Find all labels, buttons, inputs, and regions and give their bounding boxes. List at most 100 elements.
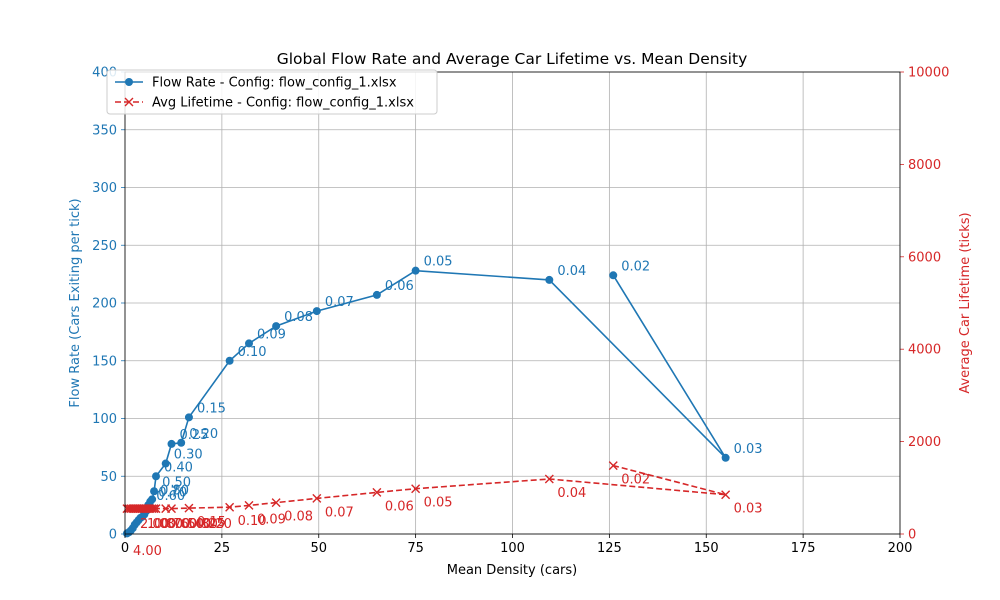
flow-rate-data-label: 0.02 bbox=[621, 259, 650, 274]
y-left-tick-label: 100 bbox=[92, 412, 117, 427]
y-right-tick-label: 8000 bbox=[908, 158, 941, 173]
y-right-tick-label: 0 bbox=[908, 528, 916, 543]
legend-flow-label: Flow Rate - Config: flow_config_1.xlsx bbox=[152, 76, 397, 91]
flow-rate-point bbox=[245, 339, 253, 348]
y-axis-right-title: Average Car Lifetime (ticks) bbox=[958, 212, 973, 393]
legend: Flow Rate - Config: flow_config_1.xlsx Av… bbox=[106, 69, 438, 115]
flow-rate-data-label: 0.07 bbox=[325, 295, 354, 310]
avg-lifetime-data-label: 0.03 bbox=[734, 502, 763, 517]
y-axis-left-title: Flow Rate (Cars Exiting per tick) bbox=[68, 198, 83, 407]
x-tick-label: 75 bbox=[407, 541, 424, 556]
avg-lifetime-data-label: 0.08 bbox=[284, 510, 313, 525]
avg-lifetime-data-label: 0.06 bbox=[385, 499, 414, 514]
avg-lifetime-cluster-label: 2.00 bbox=[140, 517, 169, 532]
x-tick-label: 125 bbox=[597, 541, 622, 556]
flow-rate-data-label: 0.06 bbox=[385, 279, 414, 294]
avg-lifetime-data-label: 0.02 bbox=[621, 473, 650, 488]
flow-rate-point bbox=[609, 271, 618, 280]
flow-rate-point bbox=[721, 453, 730, 462]
avg-lifetime-cluster-label: 0.80 bbox=[154, 517, 183, 532]
flow-rate-data-label: 0.04 bbox=[557, 264, 586, 279]
flow-rate-data-label: 0.30 bbox=[174, 448, 203, 463]
avg-lifetime-cluster-label: 0.60 bbox=[168, 517, 197, 532]
x-tick-label: 25 bbox=[214, 541, 231, 556]
flow-rate-data-label: 0.40 bbox=[164, 460, 193, 475]
avg-lifetime-point bbox=[167, 504, 176, 514]
flow-rate-point bbox=[312, 307, 321, 316]
avg-lifetime-point bbox=[721, 490, 731, 500]
avg-lifetime-cluster-label: 1.00 bbox=[147, 517, 176, 532]
flow-rate-point bbox=[272, 322, 281, 331]
avg-lifetime-point bbox=[225, 502, 235, 512]
avg-lifetime-data-label: 0.07 bbox=[325, 505, 354, 520]
flow-rate-point bbox=[161, 459, 170, 468]
flow-rate-data-label: 0.70 bbox=[158, 486, 187, 501]
flow-rate-data-label: 0.15 bbox=[197, 401, 226, 416]
avg-lifetime-cluster-label: 0.25 bbox=[196, 517, 225, 532]
avg-lifetime-point bbox=[244, 500, 254, 510]
flow-rate-data-label: 0.05 bbox=[424, 255, 453, 270]
avg-lifetime-data-label: 0.04 bbox=[557, 486, 586, 501]
flow-rate-point bbox=[152, 472, 160, 481]
y-right-tick-label: 4000 bbox=[908, 343, 941, 358]
y-left-tick-label: 300 bbox=[92, 181, 117, 196]
avg-lifetime-point bbox=[608, 461, 618, 471]
avg-lifetime-point bbox=[372, 487, 382, 497]
flow-rate-data-label: 0.80 bbox=[160, 483, 189, 498]
avg-lifetime-point bbox=[544, 474, 554, 484]
flow-rate-data-label: 0.20 bbox=[189, 427, 218, 442]
flow-rate-data-label: 0.60 bbox=[156, 489, 185, 504]
y-left-tick-label: 150 bbox=[92, 354, 117, 369]
y-right-tick-label: 2000 bbox=[908, 435, 941, 450]
flow-rate-point bbox=[184, 413, 193, 422]
avg-lifetime-cluster-label: 0.40 bbox=[182, 517, 211, 532]
legend-flow-marker bbox=[125, 78, 133, 86]
avg-lifetime-point bbox=[149, 504, 159, 514]
avg-lifetime-point bbox=[271, 498, 281, 508]
y-left-tick-label: 250 bbox=[92, 239, 117, 254]
avg-lifetime-point bbox=[312, 493, 322, 503]
y-left-tick-label: 50 bbox=[100, 470, 117, 485]
avg-lifetime-point bbox=[184, 503, 194, 513]
flow-rate-point bbox=[177, 438, 186, 447]
flow-rate-point bbox=[167, 439, 176, 448]
flow-rate-data-label: 0.03 bbox=[734, 442, 763, 457]
flow-rate-data-label: 0.09 bbox=[257, 327, 286, 342]
flow-rate-data-label: 0.25 bbox=[180, 428, 209, 443]
y-right-tick-label: 10000 bbox=[908, 66, 949, 81]
y-left-tick-label: 200 bbox=[92, 297, 117, 312]
avg-lifetime-point bbox=[147, 504, 157, 514]
x-tick-label: 100 bbox=[500, 541, 525, 556]
avg-lifetime-data-label: 0.10 bbox=[238, 514, 267, 529]
legend-box bbox=[106, 69, 438, 115]
flow-rate-point bbox=[545, 275, 554, 284]
flow-rate-data-label: 0.50 bbox=[162, 475, 191, 490]
x-axis-title: Mean Density (cars) bbox=[447, 563, 577, 578]
x-tick-label: 0 bbox=[121, 541, 129, 556]
avg-lifetime-cluster-label: 0.70 bbox=[161, 517, 190, 532]
legend-lifetime-label: Avg Lifetime - Config: flow_config_1.xls… bbox=[152, 96, 414, 111]
y-left-tick-label: 0 bbox=[109, 528, 117, 543]
avg-lifetime-data-label: 0.09 bbox=[257, 512, 286, 527]
avg-lifetime-cluster-label: 0.50 bbox=[175, 517, 204, 532]
y-right-tick-label: 6000 bbox=[908, 250, 941, 265]
y-left-tick-label: 350 bbox=[92, 123, 117, 138]
x-tick-label: 200 bbox=[888, 541, 913, 556]
flow-rate-data-label: 0.08 bbox=[284, 310, 313, 325]
flow-rate-point bbox=[148, 495, 157, 504]
chart-title: Global Flow Rate and Average Car Lifetim… bbox=[277, 50, 748, 68]
avg-lifetime-cluster-label: 0.20 bbox=[203, 517, 232, 532]
axes: 0 25 50 75 100 125 150 175 200050100150200250300… bbox=[92, 66, 949, 557]
avg-lifetime-line bbox=[126, 464, 726, 510]
flow-rate-data-label: 0.10 bbox=[238, 345, 267, 360]
flow-rate-point bbox=[150, 487, 159, 496]
avg-lifetime-data-label: 0.15 bbox=[197, 515, 226, 530]
avg-lifetime-point bbox=[411, 484, 421, 494]
x-tick-label: 175 bbox=[791, 541, 816, 556]
legend-lifetime-marker bbox=[124, 97, 134, 107]
avg-lifetime-cluster-label: 4.00 bbox=[133, 544, 162, 559]
x-tick-label: 150 bbox=[694, 541, 719, 556]
avg-lifetime-data-label: 0.05 bbox=[424, 496, 453, 511]
series-layer: 0.600.700.800.500.400.300.250.200.150.10… bbox=[122, 255, 763, 559]
